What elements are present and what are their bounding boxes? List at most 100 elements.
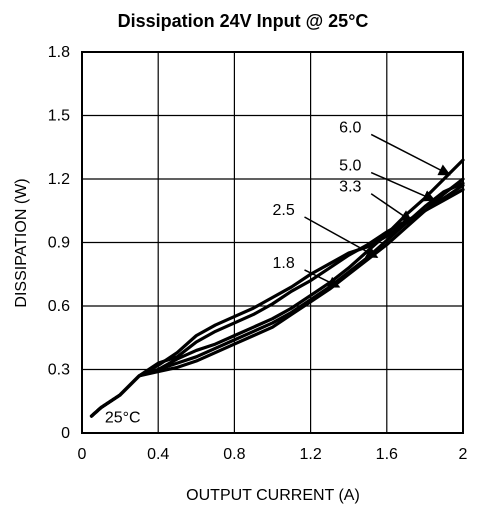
series-arrow-3-3 bbox=[370, 193, 413, 223]
series-point-1-9 bbox=[252, 334, 255, 337]
x-tick-label-4: 1.6 bbox=[376, 446, 398, 463]
series-point-4-18 bbox=[424, 209, 426, 212]
series-point-2-18 bbox=[424, 205, 426, 208]
series-point-4-1 bbox=[100, 406, 102, 409]
series-point-0-7 bbox=[214, 343, 217, 345]
x-tick-label-0: 0 bbox=[78, 446, 87, 463]
series-point-2-5 bbox=[176, 362, 179, 365]
series-label-2-5: 2.5 bbox=[273, 202, 295, 219]
series-point-0-17 bbox=[404, 214, 407, 216]
chart-title: Dissipation 24V Input @ 25°C bbox=[118, 11, 369, 31]
series-point-4-20 bbox=[462, 188, 464, 191]
series-point-3-13 bbox=[328, 262, 331, 265]
series-point-0-9 bbox=[252, 326, 255, 329]
series-point-4-15 bbox=[366, 243, 369, 246]
series-point-2-8 bbox=[233, 338, 236, 341]
series-point-4-7 bbox=[214, 330, 217, 333]
series-point-4-10 bbox=[271, 302, 274, 305]
series-point-0-20 bbox=[462, 159, 464, 161]
y-tick-label-2: 0.6 bbox=[48, 298, 70, 315]
x-tick-label-1: 0.4 bbox=[147, 446, 169, 463]
annotation-group: 6.0 5.0 3.3 2.5 1.8 25°C bbox=[105, 119, 451, 426]
y-tick-label-0: 0 bbox=[61, 425, 70, 442]
series-point-4-4 bbox=[157, 362, 160, 365]
series-point-4-16 bbox=[385, 231, 388, 233]
series-point-4-6 bbox=[195, 341, 198, 343]
series-point-0-14 bbox=[347, 267, 350, 269]
series-label-6-0: 6.0 bbox=[339, 119, 361, 136]
series-point-3-11 bbox=[290, 286, 293, 288]
series-point-4-11 bbox=[290, 290, 293, 293]
series-point-1-6 bbox=[195, 360, 198, 362]
series-point-2-9 bbox=[252, 330, 255, 333]
series-point-4-17 bbox=[404, 220, 407, 223]
x-tick-label-5: 2 bbox=[459, 446, 468, 463]
plot-frame bbox=[81, 51, 464, 434]
series-arrow-2-5 bbox=[304, 216, 379, 258]
series-point-1-8 bbox=[233, 343, 236, 345]
series-point-3-9 bbox=[252, 307, 255, 310]
series-arrow-6-0 bbox=[370, 133, 451, 176]
annotation-0: 25°C bbox=[105, 409, 141, 426]
series-point-2-6 bbox=[195, 355, 198, 358]
series-point-4-5 bbox=[176, 355, 179, 358]
series-point-0-12 bbox=[309, 294, 312, 297]
series-point-4-9 bbox=[252, 313, 255, 316]
series-point-1-5 bbox=[176, 366, 179, 369]
y-tick-label-5: 1.5 bbox=[48, 108, 70, 125]
series-arrow-1-8 bbox=[304, 269, 341, 288]
series-point-4-13 bbox=[328, 267, 331, 269]
series-point-3-6 bbox=[195, 334, 198, 337]
x-tick-label-2: 0.8 bbox=[223, 446, 245, 463]
series-point-0-10 bbox=[271, 317, 274, 320]
series-point-4-8 bbox=[233, 322, 236, 324]
series-point-1-7 bbox=[214, 351, 217, 354]
series-point-3-16 bbox=[385, 235, 388, 238]
series-point-2-13 bbox=[328, 286, 331, 288]
series-point-4-14 bbox=[347, 254, 350, 257]
series-arrow-5-0 bbox=[370, 171, 436, 202]
series-point-2-20 bbox=[462, 182, 464, 185]
series-point-0-6 bbox=[195, 349, 198, 352]
y-tick-label-4: 1.2 bbox=[48, 171, 70, 188]
y-axis-label: DISSIPATION (W) bbox=[13, 178, 30, 307]
series-point-3-8 bbox=[233, 315, 236, 318]
series-point-2-16 bbox=[385, 239, 388, 242]
series-point-2-4 bbox=[157, 368, 160, 371]
y-tick-label-3: 0.9 bbox=[48, 235, 70, 252]
series-point-1-20 bbox=[462, 178, 464, 180]
series-label-3-3: 3.3 bbox=[339, 179, 361, 196]
series-point-2-14 bbox=[347, 271, 350, 274]
x-tick-label-3: 1.2 bbox=[299, 446, 321, 463]
series-point-2-11 bbox=[290, 311, 293, 314]
series-group bbox=[89, 158, 465, 418]
series-point-4-2 bbox=[119, 394, 121, 396]
series-point-4-12 bbox=[309, 279, 312, 282]
series-point-2-15 bbox=[366, 256, 369, 259]
y-tick-label-6: 1.8 bbox=[48, 44, 70, 61]
y-tick-label-1: 0.3 bbox=[48, 362, 70, 379]
series-point-0-11 bbox=[290, 307, 293, 310]
series-point-4-19 bbox=[443, 199, 445, 202]
series-point-0-8 bbox=[233, 334, 236, 337]
series-point-0-18 bbox=[424, 197, 426, 199]
series-point-3-10 bbox=[271, 296, 274, 299]
series-label-5-0: 5.0 bbox=[339, 158, 361, 175]
series-point-2-12 bbox=[309, 298, 312, 301]
x-axis-label: OUTPUT CURRENT (A) bbox=[186, 487, 360, 504]
series-label-1-8: 1.8 bbox=[273, 255, 295, 272]
grid bbox=[82, 52, 463, 433]
series-point-1-16 bbox=[385, 243, 388, 246]
series-point-2-10 bbox=[271, 322, 274, 324]
series-point-1-10 bbox=[271, 326, 274, 329]
series-point-1-17 bbox=[404, 226, 407, 229]
series-point-2-7 bbox=[214, 347, 217, 350]
series-point-3-5 bbox=[176, 351, 179, 354]
series-point-3-20 bbox=[462, 184, 464, 187]
series-line-6-0 bbox=[89, 158, 465, 418]
series-point-4-3 bbox=[138, 374, 141, 377]
series-point-3-7 bbox=[214, 324, 217, 326]
series-point-4-0 bbox=[90, 415, 93, 417]
